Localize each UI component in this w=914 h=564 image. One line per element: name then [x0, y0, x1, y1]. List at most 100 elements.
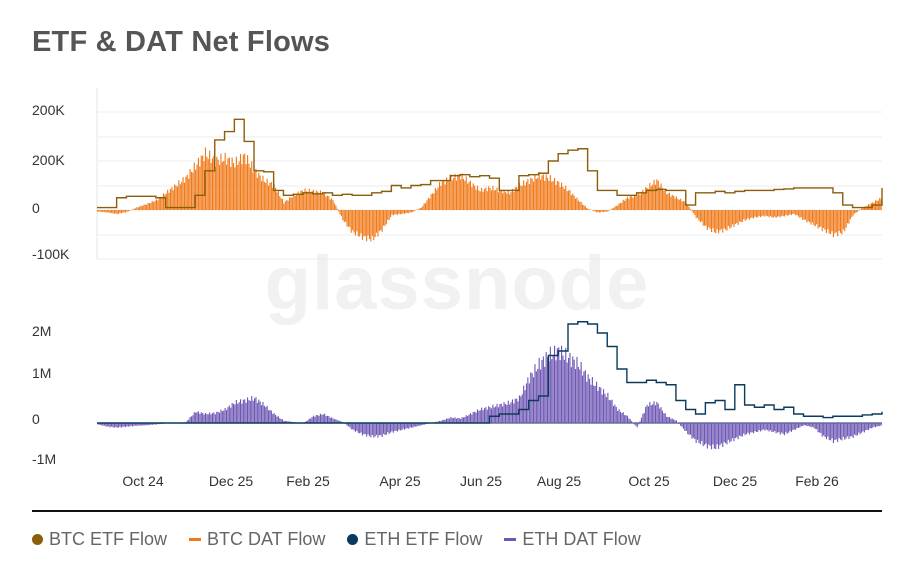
- eth-dat-bar: [315, 415, 317, 423]
- eth-dat-bar: [322, 414, 324, 423]
- eth-dat-bar: [314, 416, 316, 423]
- btc-dat-bar: [345, 210, 347, 222]
- btc-dat-bar: [158, 197, 160, 210]
- eth-dat-bar: [744, 423, 746, 436]
- eth-dat-bar: [741, 423, 743, 437]
- eth-dat-bar: [688, 423, 690, 435]
- eth-dat-bar: [356, 423, 358, 431]
- btc-dat-bar: [361, 210, 364, 240]
- eth-dat-bar: [851, 423, 853, 437]
- eth-dat-bar: [785, 423, 787, 433]
- btc-dat-bar: [405, 210, 407, 214]
- btc-dat-bar: [646, 187, 648, 210]
- btc-dat-bar: [744, 210, 746, 221]
- btc-dat-bar: [817, 210, 819, 229]
- eth-dat-bar: [151, 423, 153, 425]
- eth-dat-bar: [855, 423, 857, 436]
- eth-dat-bar: [668, 417, 671, 423]
- btc-dat-bar: [845, 210, 847, 228]
- eth-dat-bar: [631, 421, 633, 423]
- btc-dat-bar: [305, 191, 308, 210]
- eth-dat-bar: [155, 423, 158, 425]
- btc-dat-bar: [566, 191, 568, 210]
- btc-dat-bar: [376, 210, 378, 233]
- legend-item-btc-dat[interactable]: BTC DAT Flow: [189, 529, 325, 550]
- btc-dat-bar: [628, 198, 630, 210]
- legend-item-eth-dat[interactable]: ETH DAT Flow: [504, 529, 641, 550]
- btc-dat-bar: [272, 187, 274, 210]
- eth-dat-bar: [223, 410, 225, 423]
- eth-dat-bar: [635, 423, 637, 426]
- btc-dat-bar: [820, 210, 822, 227]
- legend-dash-icon: [189, 538, 202, 541]
- eth-dat-bar: [488, 406, 490, 423]
- btc-dat-bar: [118, 210, 120, 214]
- btc-dat-bar: [349, 210, 351, 228]
- btc-dat-bar: [862, 207, 864, 210]
- btc-dat-bar: [262, 175, 264, 210]
- eth-dat-bar: [601, 394, 603, 423]
- btc-dat-bar: [673, 195, 675, 210]
- btc-dat-bar: [746, 210, 748, 220]
- btc-dat-bar: [527, 178, 529, 210]
- eth-dat-bar: [525, 383, 528, 423]
- btc-dat-bar: [587, 208, 589, 210]
- btc-dat-bar: [497, 192, 500, 210]
- eth-dat-bar: [661, 410, 664, 423]
- btc-dat-bar: [856, 210, 858, 212]
- eth-dat-bar: [472, 412, 474, 423]
- eth-dat-bar: [349, 423, 351, 428]
- btc-dat-bar: [408, 210, 410, 214]
- btc-dat-bar: [678, 199, 680, 210]
- btc-dat-bar: [844, 210, 846, 232]
- eth-dat-bar: [660, 407, 662, 423]
- legend-label: ETH ETF Flow: [364, 529, 483, 549]
- btc-dat-bar: [607, 210, 609, 212]
- btc-dat-bar: [559, 187, 561, 210]
- eth-dat-bar: [141, 423, 144, 426]
- eth-dat-bar: [577, 367, 579, 423]
- btc-dat-bar: [516, 186, 518, 210]
- eth-dat-bar: [642, 414, 644, 423]
- btc-dat-bar: [451, 180, 453, 210]
- eth-dat-bar: [405, 423, 407, 429]
- eth-dat-bar: [659, 408, 661, 423]
- btc-dat-bar: [189, 169, 191, 210]
- btc-dat-bar: [722, 210, 724, 233]
- btc-dat-bar: [821, 210, 823, 232]
- btc-dat-bar: [383, 210, 385, 226]
- btc-dat-bar: [757, 210, 759, 218]
- eth-dat-bar: [287, 421, 289, 423]
- eth-dat-bar: [104, 423, 106, 426]
- btc-dat-bar: [671, 194, 673, 210]
- btc-dat-bar: [425, 203, 427, 210]
- btc-dat-bar: [568, 190, 570, 210]
- legend-item-eth-etf[interactable]: ETH ETF Flow: [347, 529, 482, 550]
- eth-dat-bar: [219, 412, 221, 423]
- eth-dat-bar: [866, 423, 868, 430]
- eth-dat-bar: [726, 423, 728, 445]
- btc-dat-bar: [440, 186, 442, 210]
- eth-dat-bar: [238, 402, 240, 423]
- eth-dat-bar: [608, 399, 610, 423]
- eth-dat-bar: [443, 419, 445, 423]
- eth-dat-bar: [757, 423, 759, 432]
- btc-dat-bar: [304, 188, 306, 210]
- eth-dat-bar: [575, 369, 577, 423]
- eth-dat-bar: [188, 419, 190, 423]
- eth-dat-bar: [690, 423, 692, 435]
- eth-dat-bar: [719, 423, 721, 446]
- eth-dat-bar: [279, 418, 281, 423]
- btc-dat-bar: [472, 183, 474, 210]
- eth-dat-bar: [147, 423, 149, 426]
- eth-dat-bar: [448, 418, 450, 423]
- eth-dat-bar: [559, 360, 561, 423]
- eth-dat-bar: [237, 403, 239, 423]
- eth-dat-bar: [154, 423, 156, 425]
- eth-dat-bar: [216, 411, 218, 423]
- eth-dat-bar: [569, 352, 571, 423]
- btc-dat-bar: [352, 210, 354, 231]
- legend-item-btc-etf[interactable]: BTC ETF Flow: [32, 529, 167, 550]
- y-tick-label: 2M: [32, 323, 52, 339]
- eth-dat-bar: [385, 423, 387, 435]
